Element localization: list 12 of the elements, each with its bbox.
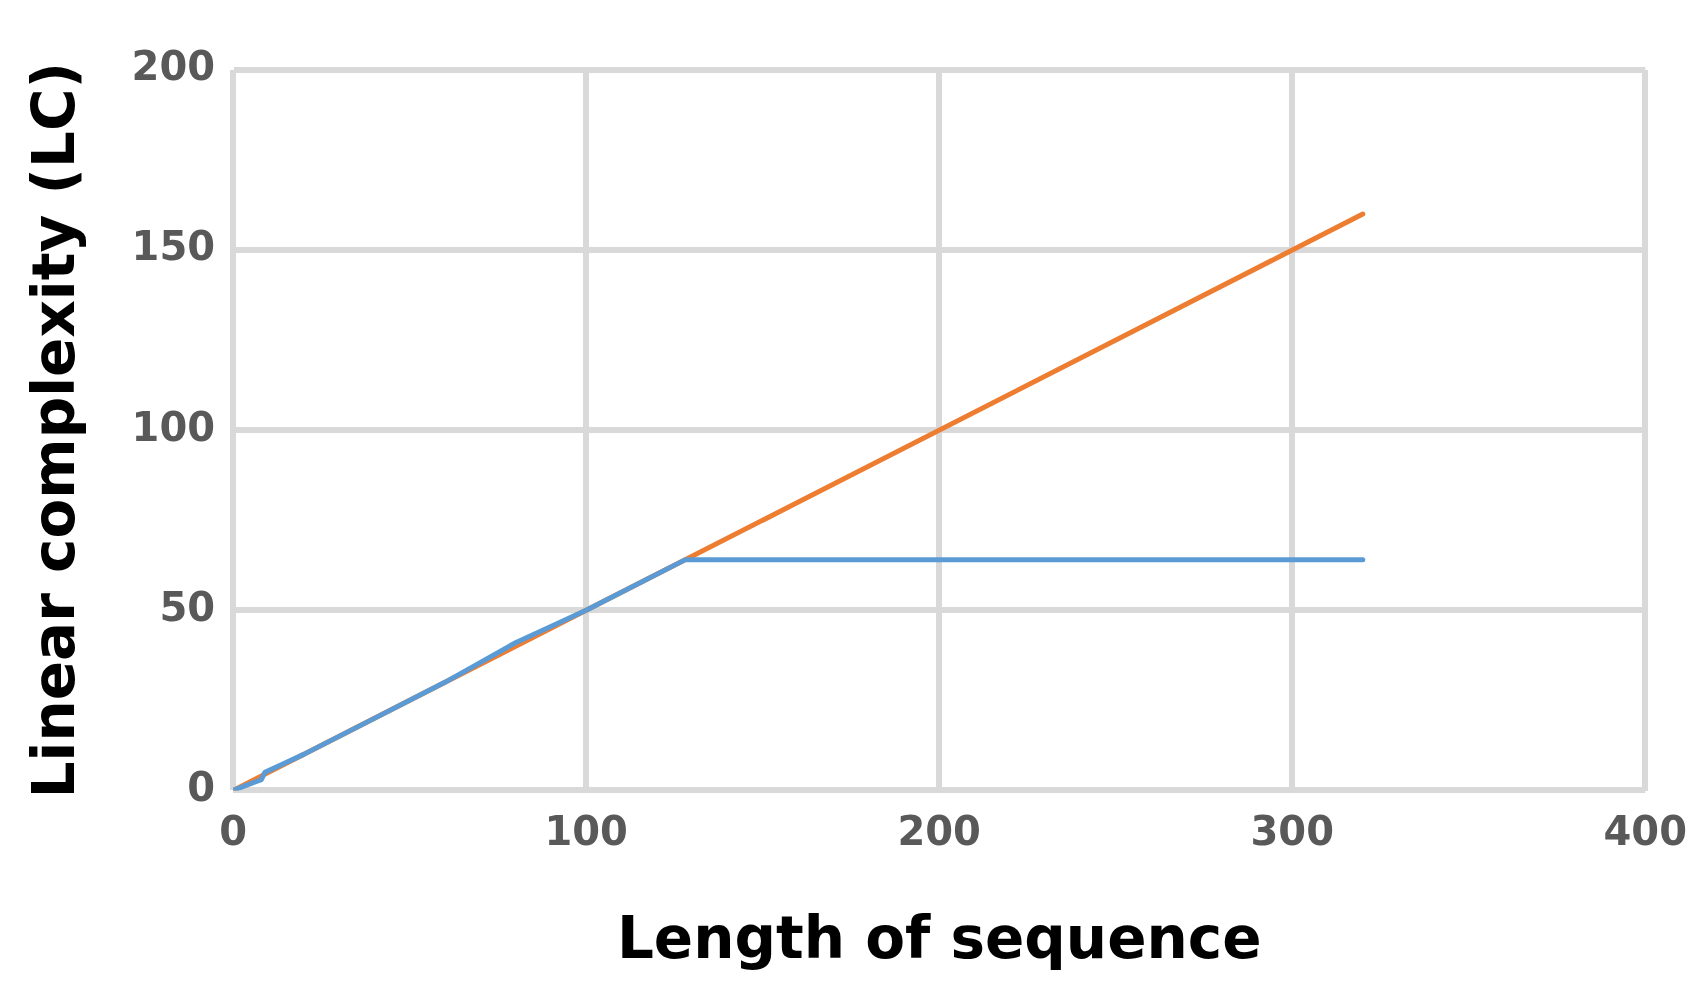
x-tick-label: 100	[544, 807, 628, 854]
y-tick-label: 150	[131, 223, 216, 270]
y-tick-label: 100	[131, 403, 216, 450]
x-tick-label: 0	[219, 807, 248, 854]
y-axis-title: Linear complexity (LC)	[19, 62, 88, 799]
x-tick-label: 400	[1603, 807, 1687, 854]
x-axis-title: Length of sequence	[616, 904, 1262, 973]
y-tick-label: 200	[131, 43, 216, 90]
y-tick-label: 50	[159, 583, 216, 630]
x-tick-label: 300	[1250, 807, 1334, 854]
x-tick-label: 200	[897, 807, 981, 854]
y-tick-label: 0	[187, 763, 216, 810]
